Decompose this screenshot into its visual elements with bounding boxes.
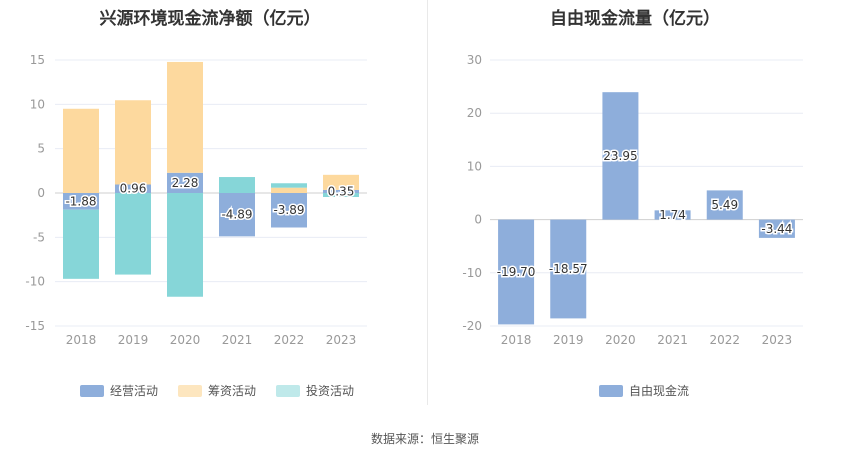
- data-source: 数据来源：恒生聚源: [370, 432, 479, 446]
- legend-label-free-cash-flow: 自由现金流: [629, 384, 690, 398]
- right-x-tick-label-3: 2021: [657, 333, 688, 347]
- right-bar-0-4: [706, 190, 743, 220]
- left-bar-2-0: [63, 209, 99, 279]
- left-legend: 经营活动 筹资活动 投资活动: [80, 382, 374, 399]
- left-data-label-4: -3.89: [273, 203, 304, 217]
- left-bar-0-5: [323, 189, 359, 193]
- left-bar-0-4: [271, 193, 307, 228]
- legend-item-financing[interactable]: 筹资活动: [178, 382, 256, 399]
- left-y-tick-label-5: -10: [25, 275, 45, 289]
- legend-label-operating: 经营活动: [110, 384, 159, 398]
- right-bar-0-3: [654, 210, 691, 220]
- right-data-label-0: -19.70: [497, 265, 536, 279]
- left-bar-1-2: [167, 61, 203, 173]
- legend-item-investing[interactable]: 投资活动: [276, 382, 354, 399]
- left-y-tick-label-3: 0: [37, 186, 45, 200]
- left-x-tick-label-5: 2023: [326, 333, 357, 347]
- legend-label-financing: 筹资活动: [208, 384, 257, 398]
- left-data-label-5: 0.35: [328, 184, 355, 198]
- right-x-tick-label-5: 2023: [762, 333, 793, 347]
- left-y-tick-label-6: -15: [25, 319, 45, 333]
- right-data-label-5: -3.44: [761, 222, 792, 236]
- left-x-tick-label-1: 2019: [118, 333, 149, 347]
- left-bar-1-0: [63, 108, 99, 193]
- left-data-label-3: -4.89: [221, 208, 252, 222]
- left-x-tick-label-4: 2022: [274, 333, 305, 347]
- left-bar-1-1: [115, 100, 151, 185]
- left-bar-1-4: [271, 187, 307, 193]
- left-bar-2-2: [167, 193, 203, 297]
- right-bar-0-2: [602, 92, 639, 220]
- right-y-tick-label-3: 0: [474, 213, 482, 227]
- left-bar-0-3: [219, 193, 255, 237]
- chart-divider: [427, 0, 428, 405]
- left-x-tick-label-3: 2021: [222, 333, 253, 347]
- left-bar-2-5: [323, 193, 359, 197]
- left-x-tick-label-2: 2020: [170, 333, 201, 347]
- right-x-tick-label-1: 2019: [553, 333, 584, 347]
- legend-swatch-free-cash-flow: [599, 384, 623, 397]
- legend-swatch-financing: [178, 384, 203, 397]
- legend-label-investing: 投资活动: [306, 384, 355, 398]
- right-data-label-3: 1.74: [659, 208, 686, 222]
- right-y-tick-label-2: 10: [467, 159, 482, 173]
- left-y-tick-label-2: 5: [37, 142, 45, 156]
- right-bar-0-5: [758, 219, 795, 238]
- right-x-tick-label-2: 2020: [605, 333, 636, 347]
- left-y-tick-label-1: 10: [30, 97, 45, 111]
- right-y-tick-label-0: 30: [467, 53, 482, 67]
- right-y-tick-label-4: -10: [462, 266, 482, 280]
- left-bar-2-3: [219, 177, 255, 193]
- left-bar-2-4: [271, 183, 307, 188]
- left-bar-0-1: [115, 184, 151, 193]
- left-x-tick-label-0: 2018: [66, 333, 97, 347]
- right-bar-0-1: [550, 219, 587, 319]
- legend-swatch-operating: [80, 384, 104, 397]
- right-chart-title: 自由现金流量（亿元）: [550, 9, 720, 29]
- left-data-label-1: 0.96: [120, 182, 147, 196]
- right-legend: 自由现金流: [599, 382, 709, 399]
- right-bar-0-0: [498, 219, 535, 325]
- left-bar-1-5: [323, 174, 359, 190]
- left-data-label-0: -1.88: [65, 194, 96, 208]
- right-data-label-2: 23.95: [603, 149, 637, 163]
- left-data-label-2: 2.28: [172, 176, 199, 190]
- left-bar-0-2: [167, 172, 203, 193]
- right-data-label-1: -18.57: [549, 262, 588, 276]
- left-bar-2-1: [115, 193, 151, 275]
- right-x-tick-label-0: 2018: [501, 333, 532, 347]
- right-y-tick-label-1: 20: [467, 106, 482, 120]
- left-bar-0-0: [63, 193, 99, 210]
- left-chart-title: 兴源环境现金流净额（亿元）: [99, 9, 321, 29]
- legend-swatch-investing: [276, 384, 301, 397]
- left-y-tick-label-0: 15: [30, 53, 45, 67]
- left-y-tick-label-4: -5: [33, 230, 45, 244]
- right-data-label-4: 5.49: [711, 198, 738, 212]
- right-y-tick-label-5: -20: [462, 319, 482, 333]
- legend-item-operating[interactable]: 经营活动: [80, 382, 158, 399]
- legend-item-free-cash-flow[interactable]: 自由现金流: [599, 382, 689, 399]
- right-x-tick-label-4: 2022: [709, 333, 740, 347]
